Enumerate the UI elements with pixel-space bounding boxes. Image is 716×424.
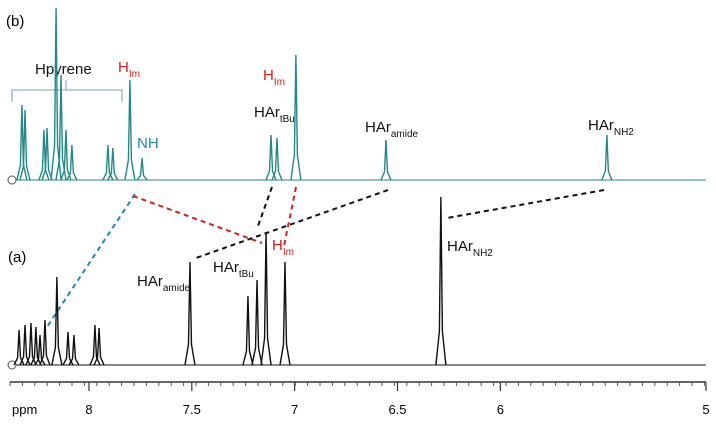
annotation-text: NH xyxy=(137,135,159,152)
annotation-text: HAr xyxy=(254,104,280,121)
x-tick-label: 6 xyxy=(497,402,504,417)
annotation-text: Hpyrene xyxy=(35,61,92,78)
bracket xyxy=(11,80,123,102)
annotation: HArtBu xyxy=(254,104,295,125)
x-axis-label: ppm xyxy=(12,402,37,417)
annotation: Hpyrene xyxy=(35,61,92,78)
x-tick-label: 6.5 xyxy=(388,402,406,417)
x-tick-label: 8 xyxy=(85,402,92,417)
annotation-subscript: Im xyxy=(283,247,294,258)
annotation: NH xyxy=(137,135,159,152)
annotation: HIm xyxy=(272,237,294,258)
annotation-subscript: amide xyxy=(391,129,419,140)
peak xyxy=(66,144,78,181)
peak xyxy=(265,134,277,181)
annotation-subscript: tBu xyxy=(280,114,295,125)
peak xyxy=(435,196,447,366)
x-tick-label: 7.5 xyxy=(183,402,201,417)
peak xyxy=(260,231,272,366)
peak xyxy=(124,79,136,181)
annotation: HArNH2 xyxy=(447,238,493,259)
peak xyxy=(38,129,50,181)
peak xyxy=(380,139,392,181)
annotation-text: HAr xyxy=(588,117,614,134)
peak xyxy=(19,109,31,181)
peak xyxy=(136,157,148,181)
peak xyxy=(93,327,105,366)
annotation: HArNH2 xyxy=(588,117,634,138)
peak xyxy=(279,261,291,366)
annotation-text: HAr xyxy=(137,273,163,290)
annotation-subscript: Im xyxy=(129,69,140,80)
peak xyxy=(39,319,51,366)
baseline-marker xyxy=(7,175,17,185)
annotation-text: HAr xyxy=(213,259,239,276)
peak xyxy=(16,104,28,181)
annotation-subscript: Im xyxy=(274,77,285,88)
x-tick-label: 5 xyxy=(702,402,709,417)
peak xyxy=(55,74,67,181)
peak xyxy=(51,276,63,366)
peak xyxy=(68,334,80,366)
connectors xyxy=(44,186,605,331)
annotation-text: HAr xyxy=(365,119,391,136)
peak xyxy=(41,127,53,181)
peak xyxy=(62,331,74,366)
peak xyxy=(34,334,46,366)
annotation-subscript: amide xyxy=(163,283,191,294)
annotation-text: H xyxy=(263,67,274,84)
annotation-text: H xyxy=(118,59,129,76)
baseline-marker xyxy=(7,360,17,370)
annotation-subscript: NH2 xyxy=(614,127,634,138)
peak xyxy=(89,324,101,366)
annotation-subscript: tBu xyxy=(239,269,254,280)
x-tick-label: 7 xyxy=(291,402,298,417)
peak xyxy=(107,147,119,181)
annotation-subscript: NH2 xyxy=(473,248,493,259)
peak xyxy=(251,279,263,366)
peak xyxy=(271,137,283,181)
peak xyxy=(242,295,254,366)
annotation-text: HAr xyxy=(447,238,473,255)
annotation-text: H xyxy=(272,237,283,254)
annotation: HIm xyxy=(118,59,140,80)
annotation: HAramide xyxy=(137,273,191,294)
annotation: HAramide xyxy=(365,119,419,140)
annotation: HArtBu xyxy=(213,259,254,280)
peak xyxy=(60,129,72,181)
spectrum-label: (a) xyxy=(8,249,26,266)
peak xyxy=(50,7,62,181)
spectrum-label: (b) xyxy=(6,13,24,30)
peak xyxy=(290,54,302,181)
peak xyxy=(601,134,613,181)
peak xyxy=(184,261,196,366)
annotation: HIm xyxy=(263,67,285,88)
